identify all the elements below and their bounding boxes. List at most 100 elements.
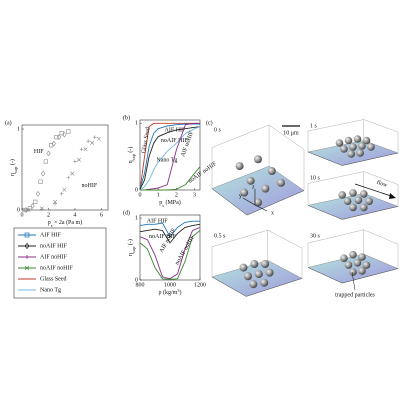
series-line <box>139 226 201 280</box>
particle <box>254 155 262 164</box>
box-top <box>211 124 305 150</box>
particle <box>246 176 255 185</box>
series-label: Nano Tg <box>156 157 177 163</box>
y-tick-label: 0 <box>135 277 138 283</box>
particle <box>349 250 357 259</box>
legend-label: AIF HIF <box>40 232 61 238</box>
axis-label: ηcap (-) <box>127 147 135 164</box>
data-point <box>59 130 64 136</box>
legend-label: AIF noHIF <box>40 254 67 260</box>
series-label: AIF noHIF <box>159 227 178 254</box>
x-tick-label: 3 <box>193 192 196 198</box>
label-text: p <box>48 220 51 226</box>
particle <box>360 203 368 212</box>
label-subscript: cap <box>131 246 136 253</box>
data-point <box>30 203 35 209</box>
data-point <box>66 175 71 180</box>
label-text: η <box>10 173 16 176</box>
data-point <box>51 140 56 147</box>
series-line <box>139 220 200 238</box>
x-tick-label: 4 <box>73 212 76 218</box>
legend-marker <box>24 265 30 271</box>
data-point <box>40 170 46 177</box>
legend-marker <box>25 255 29 259</box>
axis-arrow <box>254 204 268 212</box>
particle <box>362 136 371 145</box>
axis-label: ρ (kg/m3) <box>158 288 181 297</box>
plane-front <box>211 188 305 216</box>
box-top <box>307 229 399 245</box>
time-label: 0 s <box>214 127 222 133</box>
data-point <box>35 190 41 197</box>
label-text: η <box>128 253 134 256</box>
particle <box>358 253 366 261</box>
particle <box>250 260 259 268</box>
flow-arrowhead <box>389 193 396 199</box>
label-text: η <box>128 160 134 163</box>
plane-front <box>307 267 399 284</box>
y-tick-label: 1 <box>17 126 20 132</box>
label-text: (-) <box>127 239 134 247</box>
data-point <box>92 135 97 139</box>
legend-box <box>13 227 107 299</box>
annotation: noHIF <box>82 183 98 189</box>
particle <box>349 189 357 197</box>
particle <box>353 135 362 143</box>
x-tick-label: 0 <box>139 192 142 198</box>
label-text: (-) <box>127 147 134 155</box>
particle <box>358 267 366 275</box>
plane-front <box>211 276 303 297</box>
label-text: × 2a (Pa m) <box>53 219 83 226</box>
label-subscript: cap <box>131 153 136 160</box>
trapped-label: trapped particles <box>335 292 375 298</box>
particle <box>249 280 258 289</box>
particle <box>349 268 357 276</box>
data-point <box>23 207 29 213</box>
legend-label: noAIF noHIF <box>40 265 73 271</box>
particle <box>367 143 375 151</box>
series-line <box>139 126 201 190</box>
flow-arrow <box>354 183 395 198</box>
data-point <box>40 207 44 211</box>
data-point <box>83 147 88 152</box>
series-line <box>139 223 201 244</box>
plane-front <box>307 151 399 166</box>
particle <box>240 188 249 197</box>
axis-label: ps × 2a (Pa m) <box>48 219 82 227</box>
legend-label: Glass Seed <box>40 276 67 282</box>
panel-label: (c) <box>206 119 213 126</box>
axes-frame <box>21 124 109 211</box>
data-point <box>56 134 62 140</box>
data-point <box>90 140 95 145</box>
axis-arrow <box>242 197 256 206</box>
annotation: HIF <box>34 149 44 155</box>
axis-letter: y <box>239 193 242 199</box>
time-label: 30 s <box>310 233 321 239</box>
data-point <box>27 206 33 211</box>
x-tick-label: 0 <box>21 212 24 218</box>
series-line <box>139 122 200 191</box>
data-point <box>96 136 101 141</box>
scale-label: 10 μm <box>283 130 299 136</box>
y-tick-label: 1 <box>135 215 138 221</box>
time-label: 1 s <box>310 123 318 129</box>
axis-label: ps (MPa) <box>159 199 181 207</box>
particle <box>261 260 270 268</box>
label-text: (MPa) <box>164 199 181 206</box>
particle <box>356 149 365 157</box>
particle <box>265 268 274 277</box>
label-subscript: s <box>51 223 53 228</box>
data-point <box>53 199 58 204</box>
y-tick-label: 0 <box>135 187 138 193</box>
label-text: (-) <box>9 159 16 167</box>
series-label: noAIF HIF <box>161 138 188 144</box>
series-line <box>139 126 201 191</box>
particle <box>340 254 348 262</box>
particle <box>260 278 269 287</box>
y-tick-label: 0 <box>17 207 20 213</box>
x-tick-label: 2 <box>175 192 178 198</box>
particle <box>340 145 348 153</box>
x-tick-label: 1000 <box>164 282 176 288</box>
axis-label: ηcap (-) <box>127 239 135 256</box>
particle <box>360 190 368 198</box>
